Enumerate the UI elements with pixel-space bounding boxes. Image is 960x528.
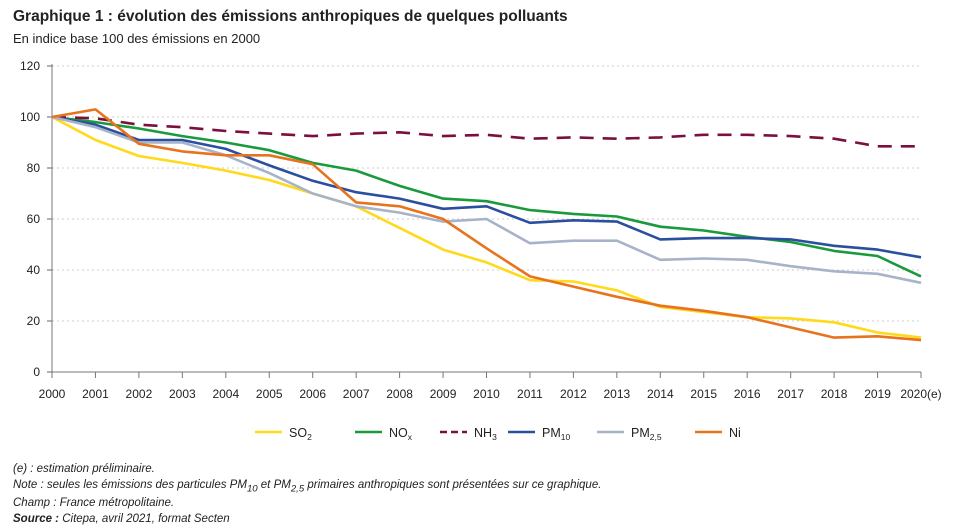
legend-label: Ni [729, 426, 741, 440]
legend-label: NOx [389, 426, 413, 442]
legend-label: NH3 [474, 426, 497, 442]
series-line-pm10 [51, 115, 922, 259]
y-tick-label: 80 [27, 161, 41, 175]
x-tick-label: 2011 [517, 387, 543, 401]
series-line-ni [51, 108, 922, 342]
note-particles: Note : seules les émissions des particul… [13, 478, 602, 494]
x-tick-label: 2007 [343, 387, 370, 401]
x-tick-label: 2010 [473, 387, 500, 401]
x-tick-label: 2009 [430, 387, 457, 401]
x-tick-label: 2003 [169, 387, 196, 401]
series-line-nh3 [51, 115, 921, 148]
note-estimation: (e) : estimation préliminaire. [13, 463, 155, 475]
legend-label: SO2 [289, 426, 312, 442]
x-tick-label: 2002 [126, 387, 153, 401]
legend-label: PM10 [542, 426, 570, 442]
x-tick-label: 2005 [256, 387, 283, 401]
y-tick-label: 0 [33, 365, 40, 379]
x-tick-label: 2018 [821, 387, 848, 401]
y-tick-label: 120 [20, 59, 40, 73]
y-tick-label: 60 [27, 212, 41, 226]
y-tick-label: 100 [20, 110, 40, 124]
x-tick-label: 2004 [212, 387, 239, 401]
x-tick-label: 2019 [864, 387, 891, 401]
legend-label: PM2,5 [631, 426, 662, 442]
chart-subtitle: En indice base 100 des émissions en 2000 [13, 31, 261, 46]
x-tick-label: 2015 [690, 387, 717, 401]
x-tick-label: 2001 [82, 387, 109, 401]
x-tick-label: 2012 [560, 387, 587, 401]
x-tick-label: 2014 [647, 387, 674, 401]
note-source: Source : Citepa, avril 2021, format Sect… [13, 512, 230, 525]
x-tick-label: 2016 [734, 387, 761, 401]
x-tick-label: 2017 [777, 387, 804, 401]
x-tick-label: 2006 [299, 387, 326, 401]
series-line-so2 [51, 115, 922, 339]
note-champ: Champ : France métropolitaine. [13, 497, 175, 510]
chart-title: Graphique 1 : évolution des émissions an… [13, 8, 568, 25]
x-tick-label: 2020(e) [900, 387, 941, 401]
y-tick-label: 40 [27, 263, 41, 277]
x-tick-label: 2008 [386, 387, 413, 401]
x-tick-label: 2013 [603, 387, 630, 401]
series-line-pm25 [51, 115, 922, 285]
y-tick-label: 20 [27, 314, 41, 328]
chart-notes: (e) : estimation préliminaire. Note : se… [13, 462, 601, 527]
x-tick-label: 2000 [39, 387, 66, 401]
